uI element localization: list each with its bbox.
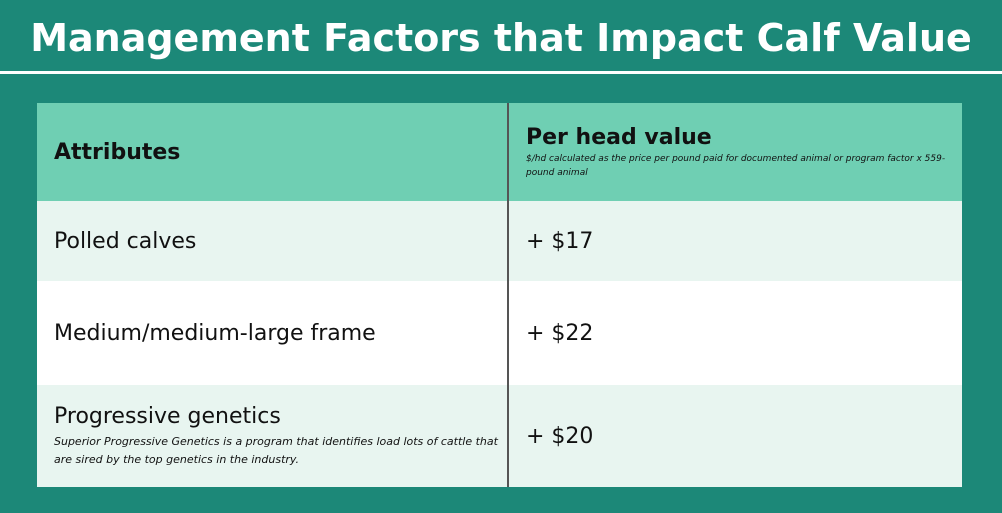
header-text: Attributes xyxy=(54,139,181,165)
row: Progressive genetics Superior Progressive… xyxy=(37,385,962,487)
table: Attributes Per head value $/hd calculated… xyxy=(37,103,962,487)
row: Polled calves + $17 xyxy=(37,201,962,281)
attribute: Medium/medium-large frame xyxy=(54,320,376,346)
header-note: $/hd calculated as the price per pound p… xyxy=(526,153,946,178)
cell: + $20 xyxy=(508,385,962,487)
value: + $17 xyxy=(526,228,594,254)
header-text: Per head value xyxy=(526,124,712,150)
row: Medium/medium-large frame + $22 xyxy=(37,281,962,385)
attribute: Polled calves xyxy=(54,228,197,254)
header-cell: Per head value $/hd calculated as the pri… xyxy=(508,103,962,201)
cell: + $17 xyxy=(508,201,962,281)
cell: Progressive genetics Superior Progressive… xyxy=(37,385,509,487)
cell: Medium/medium-large frame xyxy=(37,281,509,385)
attribute: Progressive genetics xyxy=(54,403,281,429)
value: + $22 xyxy=(526,320,594,346)
title: Management Factors that Impact Calf Valu… xyxy=(30,16,972,60)
cell: Polled calves xyxy=(37,201,509,281)
header-row: Attributes Per head value $/hd calculated… xyxy=(37,103,962,201)
header-cell: Attributes xyxy=(37,103,509,201)
divider xyxy=(0,71,1002,74)
attribute-note: Superior Progressive Genetics is a progr… xyxy=(54,434,498,466)
value: + $20 xyxy=(526,423,594,449)
cell: + $22 xyxy=(508,281,962,385)
